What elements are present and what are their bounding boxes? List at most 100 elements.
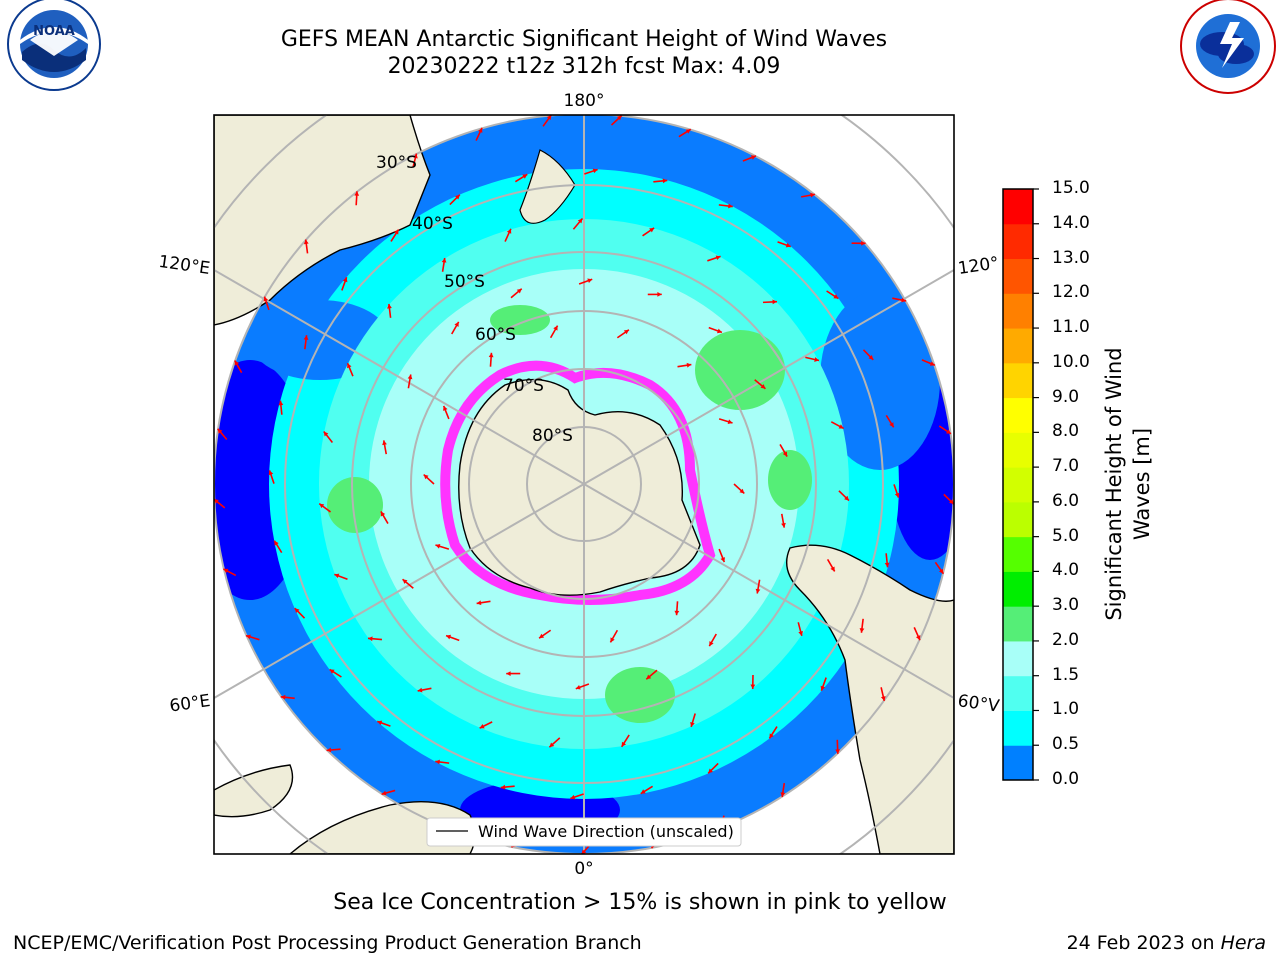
wave-arrow-head	[323, 431, 329, 437]
wave-arrow-head	[720, 557, 725, 563]
wave-arrow-head	[728, 203, 733, 209]
wave-arrow-head	[278, 400, 284, 406]
wave-arrow-head	[214, 499, 219, 504]
wave-arrow-head	[587, 278, 593, 283]
lon-label-60e: 60°E	[168, 691, 211, 716]
wave-patch-green	[768, 450, 812, 510]
wave-arrow-head	[755, 588, 761, 594]
frame-corner	[840, 115, 954, 200]
colorbar-tick-label: 1.0	[1052, 699, 1080, 720]
wave-arrow-head	[435, 544, 441, 549]
chart-title: GEFS MEAN Antarctic Significant Height o…	[280, 27, 888, 52]
wave-arrow-head	[946, 429, 952, 434]
colorbar-tick-label: 5.0	[1052, 525, 1080, 546]
wave-arrow-head	[889, 422, 894, 428]
colorbar-tick-label: 1.5	[1052, 664, 1080, 685]
wave-arrow-head	[833, 294, 839, 299]
wave-arrow-head	[382, 440, 387, 446]
colorbar-segment	[1003, 189, 1033, 225]
wave-arrow-head	[949, 499, 954, 505]
wave-arrow-head	[623, 329, 629, 335]
lon-label-180: 180°	[564, 91, 605, 111]
lat-label-50s: 50°S	[444, 272, 485, 292]
south-america-landmass	[786, 544, 954, 854]
wave-arrow-head	[780, 792, 786, 797]
wave-arrow-head	[347, 363, 352, 369]
footer-right: 24 Feb 2023 on Hera	[1067, 932, 1266, 954]
wave-arrow-head	[570, 794, 576, 800]
wave-arrow-head	[268, 470, 274, 476]
noaa-logo: NOAA	[7, 0, 101, 91]
wave-arrow-head	[441, 257, 447, 263]
wave-arrow-head	[575, 685, 581, 690]
colorbar-tick-label: 8.0	[1052, 421, 1080, 442]
colorbar-tick-label: 3.0	[1052, 595, 1080, 616]
wave-arrow-head	[223, 568, 229, 574]
wave-arrow-head	[476, 600, 482, 606]
colorbar-segment	[1003, 293, 1033, 329]
wave-arrow-head	[727, 419, 733, 424]
wave-arrow-head	[500, 784, 506, 790]
chart-subtitle: 20230222 t12z 312h fcst Max: 4.09	[387, 54, 781, 79]
noaa-logo-text: NOAA	[33, 24, 75, 39]
wave-arrow-head	[814, 357, 820, 362]
footer-left: NCEP/EMC/Verification Post Processing Pr…	[13, 932, 642, 954]
wave-arrow-head	[354, 191, 360, 196]
wave-arrow-head	[901, 297, 907, 303]
colorbar-tick-label: 11.0	[1052, 317, 1090, 338]
lon-label-120e: 120°E	[157, 252, 211, 279]
wave-patch-green	[695, 330, 785, 410]
wave-arrow-head	[329, 669, 335, 674]
lat-label-40s: 40°S	[412, 214, 453, 234]
wave-arrow-head	[479, 724, 485, 729]
wave-arrow-head	[455, 194, 460, 200]
colorbar-tick-label: 0.5	[1052, 734, 1080, 755]
wave-arrow-head	[407, 374, 413, 380]
wave-arrow-head	[769, 733, 774, 739]
wave-arrow-head	[810, 192, 815, 198]
wave-arrow-head	[380, 511, 386, 517]
wave-arrow-head	[303, 335, 309, 340]
footer-machine: Hera	[1220, 932, 1266, 954]
wave-arrow-head	[368, 636, 373, 642]
wave-arrow-head	[413, 153, 418, 159]
wave-arrow-head	[549, 742, 555, 748]
wave-arrow-head	[319, 503, 325, 509]
legend-label: Wind Wave Direction (unscaled)	[478, 822, 734, 841]
colorbar-segment	[1003, 328, 1033, 364]
colorbar-segment	[1003, 710, 1033, 746]
wave-arrow-head	[478, 127, 483, 133]
colorbar-segment	[1003, 397, 1033, 433]
colorbar-segment	[1003, 258, 1033, 294]
wave-patch-green	[605, 667, 675, 723]
lon-label-120w: 120°	[957, 253, 1000, 279]
wave-arrow-head	[915, 635, 921, 641]
colorbar-tick-label: 14.0	[1052, 212, 1090, 233]
wave-arrow-head	[443, 405, 448, 411]
colorbar-tick-label: 15.0	[1052, 178, 1090, 198]
wave-arrow-head	[610, 637, 615, 643]
australia-landmass	[214, 115, 431, 326]
wave-arrow-head	[674, 610, 680, 616]
colorbar-segment	[1003, 362, 1033, 399]
ocean-patch-blue	[820, 290, 940, 470]
colorbar-tick-label: 12.0	[1052, 282, 1090, 303]
colorbar-segment	[1003, 571, 1033, 607]
colorbar-segment	[1003, 223, 1033, 260]
wave-arrow-head	[423, 474, 429, 480]
wave-arrow-head	[798, 630, 803, 636]
wave-arrow-head	[938, 568, 944, 574]
wave-arrow-head	[686, 362, 692, 368]
wave-arrow-head	[303, 239, 309, 245]
map-legend: Wind Wave Direction (unscaled)	[426, 817, 742, 847]
wave-arrow-head	[662, 178, 668, 184]
wave-arrow-head	[546, 115, 552, 120]
wave-arrow-head	[782, 451, 788, 457]
wave-arrow-head	[646, 674, 652, 680]
wave-arrow-head	[516, 288, 522, 294]
footer-date: 24 Feb 2023 on	[1066, 932, 1221, 954]
colorbar	[1002, 188, 1039, 781]
wave-arrow-head	[844, 495, 849, 501]
map-border	[213, 114, 955, 855]
